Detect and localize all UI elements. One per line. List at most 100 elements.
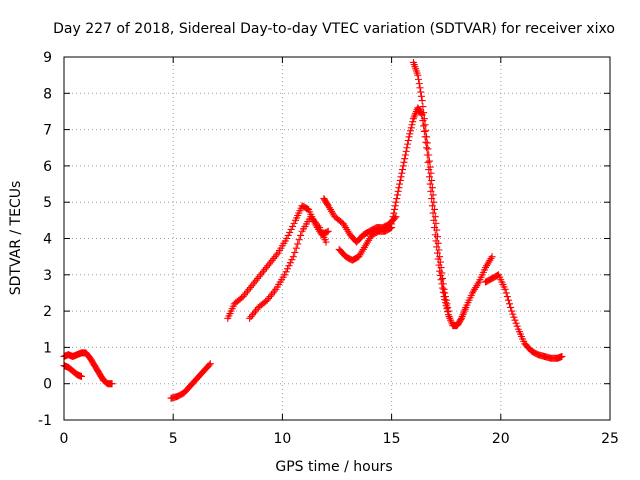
series-morning-rise <box>167 360 214 402</box>
data-point <box>417 88 425 96</box>
data-point <box>290 219 298 227</box>
data-point <box>297 231 305 239</box>
data-point <box>426 163 434 171</box>
data-point <box>426 180 434 188</box>
data-point <box>284 231 292 239</box>
data-point <box>423 133 431 141</box>
data-point <box>438 269 446 277</box>
data-point <box>422 127 430 135</box>
data-point <box>206 360 214 368</box>
data-point <box>323 228 331 236</box>
data-point <box>414 71 422 79</box>
data-point <box>285 262 293 270</box>
data-point <box>408 121 416 129</box>
data-point <box>507 303 515 311</box>
data-point <box>396 176 404 184</box>
series-early-lower <box>60 362 85 380</box>
data-point <box>415 80 423 88</box>
x-tick-label: 10 <box>273 431 291 447</box>
data-point <box>387 224 395 232</box>
data-point <box>283 265 291 273</box>
data-point <box>238 294 246 302</box>
data-points <box>60 58 566 402</box>
data-point <box>427 187 435 195</box>
x-tick-label: 15 <box>383 431 401 447</box>
data-point <box>403 144 411 152</box>
data-point <box>508 307 516 315</box>
data-point <box>503 293 511 301</box>
data-point <box>511 316 519 324</box>
data-point <box>416 84 424 92</box>
data-point <box>439 280 447 288</box>
data-point <box>407 124 415 132</box>
data-point <box>392 198 400 206</box>
data-point <box>434 239 442 247</box>
data-point <box>423 139 431 147</box>
data-point <box>295 236 303 244</box>
data-point <box>433 233 441 241</box>
data-point <box>281 271 289 279</box>
data-point <box>425 151 433 159</box>
data-point <box>262 297 270 305</box>
data-point <box>400 158 408 166</box>
data-point <box>289 253 297 261</box>
data-point <box>398 169 406 177</box>
data-point <box>510 313 518 321</box>
data-point <box>402 147 410 155</box>
axis-ticks <box>63 56 611 421</box>
y-tick-label: 6 <box>43 159 52 175</box>
data-point <box>417 92 425 100</box>
data-point <box>77 372 85 380</box>
x-tick-label: 5 <box>169 431 178 447</box>
data-point <box>395 184 403 192</box>
y-tick-label: 4 <box>43 232 52 248</box>
series-evening-decay <box>482 271 566 362</box>
data-point <box>401 155 409 163</box>
data-point <box>108 380 116 388</box>
data-point <box>440 285 448 293</box>
data-point <box>407 127 415 135</box>
data-point <box>282 268 290 276</box>
x-tick-label: 20 <box>492 431 510 447</box>
data-point <box>441 289 449 297</box>
data-point <box>397 173 405 181</box>
x-axis-label: GPS time / hours <box>275 459 392 475</box>
data-point <box>425 173 433 181</box>
data-point <box>428 184 436 192</box>
data-point <box>435 246 443 254</box>
data-point <box>444 303 452 311</box>
y-tick-label: 8 <box>43 86 52 102</box>
data-point <box>391 205 399 213</box>
data-point <box>443 300 451 308</box>
data-point <box>391 202 399 210</box>
data-point <box>286 228 294 236</box>
data-point <box>288 256 296 264</box>
x-tick-label: 25 <box>601 431 619 447</box>
y-axis-label: SDTVAR / TECUs <box>8 181 24 296</box>
data-point <box>433 249 441 257</box>
data-point <box>437 264 445 272</box>
data-point <box>388 220 396 228</box>
data-point <box>324 227 332 235</box>
data-point <box>291 248 299 256</box>
series-storm-spike <box>409 58 452 315</box>
data-point <box>428 202 436 210</box>
data-point <box>501 285 509 293</box>
data-point <box>406 130 414 138</box>
y-tick-label: 9 <box>43 50 52 66</box>
data-point <box>436 253 444 261</box>
data-point <box>424 145 432 153</box>
data-point <box>389 213 397 221</box>
data-point <box>488 253 496 261</box>
series-early-upper <box>60 349 116 388</box>
data-point <box>425 157 433 165</box>
data-point <box>388 216 396 224</box>
data-point <box>322 238 330 246</box>
data-point <box>428 195 436 203</box>
data-point <box>432 219 440 227</box>
data-point <box>558 352 566 360</box>
data-point <box>513 322 521 330</box>
y-tick-label: -1 <box>38 413 52 429</box>
data-point <box>430 198 438 206</box>
